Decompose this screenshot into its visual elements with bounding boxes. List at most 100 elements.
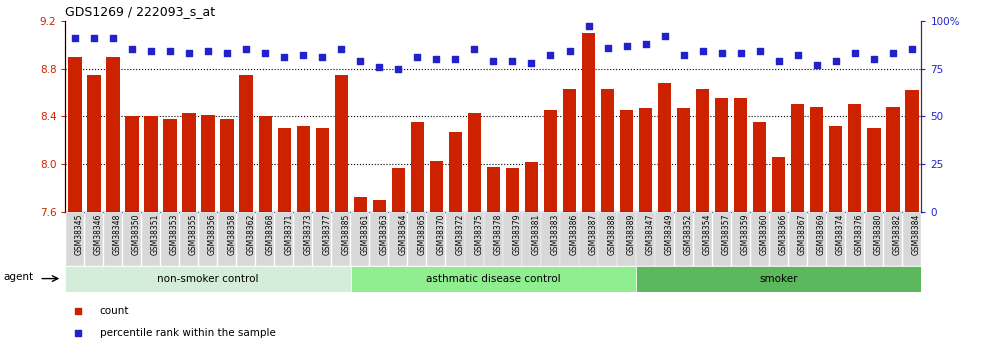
FancyBboxPatch shape — [504, 212, 522, 266]
FancyBboxPatch shape — [256, 212, 274, 266]
Point — [866, 56, 882, 62]
Point — [428, 56, 444, 62]
Point — [904, 47, 920, 52]
Text: GSM38361: GSM38361 — [361, 214, 370, 255]
Point — [352, 58, 369, 64]
Bar — [886, 107, 899, 212]
FancyBboxPatch shape — [675, 212, 693, 266]
Point — [695, 49, 711, 54]
Point — [505, 58, 521, 64]
FancyBboxPatch shape — [161, 212, 179, 266]
Bar — [696, 89, 709, 212]
Text: GSM38352: GSM38352 — [684, 214, 693, 255]
Point — [314, 54, 330, 60]
Point — [409, 54, 425, 60]
Point — [770, 58, 786, 64]
Bar — [772, 157, 785, 212]
FancyBboxPatch shape — [636, 212, 655, 266]
Point — [200, 49, 217, 54]
FancyBboxPatch shape — [332, 212, 350, 266]
Bar — [278, 128, 291, 212]
Bar — [638, 108, 653, 212]
Text: GDS1269 / 222093_s_at: GDS1269 / 222093_s_at — [65, 5, 215, 18]
Text: GSM38362: GSM38362 — [246, 214, 255, 255]
Bar — [829, 126, 843, 212]
FancyBboxPatch shape — [731, 212, 750, 266]
Point — [70, 309, 87, 314]
Point — [580, 24, 596, 29]
Text: GSM38346: GSM38346 — [94, 214, 103, 255]
Bar — [582, 33, 595, 212]
Text: GSM38367: GSM38367 — [798, 214, 807, 255]
Bar — [107, 57, 120, 212]
Point — [333, 47, 349, 52]
FancyBboxPatch shape — [694, 212, 712, 266]
Text: GSM38382: GSM38382 — [893, 214, 902, 255]
Point — [543, 52, 559, 58]
Bar — [449, 132, 462, 212]
Bar — [392, 168, 405, 212]
FancyBboxPatch shape — [750, 212, 769, 266]
Text: GSM38385: GSM38385 — [341, 214, 350, 255]
FancyBboxPatch shape — [617, 212, 635, 266]
Text: GSM38365: GSM38365 — [417, 214, 426, 255]
Bar — [201, 115, 214, 212]
Text: GSM38364: GSM38364 — [399, 214, 407, 255]
Point — [466, 47, 482, 52]
Text: GSM38373: GSM38373 — [303, 214, 312, 255]
FancyBboxPatch shape — [827, 212, 845, 266]
Text: GSM38353: GSM38353 — [170, 214, 179, 255]
FancyBboxPatch shape — [65, 212, 85, 266]
FancyBboxPatch shape — [199, 212, 218, 266]
Text: GSM38378: GSM38378 — [493, 214, 502, 255]
Point — [828, 58, 844, 64]
Text: GSM38368: GSM38368 — [265, 214, 274, 255]
Bar — [867, 128, 880, 212]
Text: GSM38359: GSM38359 — [741, 214, 749, 255]
FancyBboxPatch shape — [350, 266, 636, 292]
FancyBboxPatch shape — [598, 212, 616, 266]
FancyBboxPatch shape — [542, 212, 560, 266]
Point — [676, 52, 692, 58]
Bar — [792, 105, 805, 212]
Text: smoker: smoker — [759, 274, 798, 284]
Bar — [811, 107, 824, 212]
Bar — [68, 57, 82, 212]
Point — [751, 49, 767, 54]
Point — [562, 49, 578, 54]
FancyBboxPatch shape — [884, 212, 902, 266]
Point — [66, 35, 83, 41]
Point — [391, 66, 407, 71]
Point — [714, 50, 730, 56]
Text: GSM38347: GSM38347 — [645, 214, 655, 255]
Point — [238, 47, 254, 52]
FancyBboxPatch shape — [560, 212, 579, 266]
FancyBboxPatch shape — [85, 212, 103, 266]
FancyBboxPatch shape — [713, 212, 731, 266]
Text: GSM38375: GSM38375 — [474, 214, 483, 255]
FancyBboxPatch shape — [865, 212, 883, 266]
FancyBboxPatch shape — [275, 212, 293, 266]
Bar — [677, 108, 691, 212]
Text: GSM38348: GSM38348 — [113, 214, 122, 255]
Point — [809, 62, 825, 68]
Bar — [905, 90, 918, 212]
Bar — [506, 168, 520, 212]
FancyBboxPatch shape — [446, 212, 464, 266]
Point — [733, 50, 749, 56]
Text: GSM38377: GSM38377 — [322, 214, 331, 255]
Point — [181, 50, 197, 56]
Point — [485, 58, 501, 64]
FancyBboxPatch shape — [65, 266, 350, 292]
Bar — [240, 75, 253, 212]
FancyBboxPatch shape — [808, 212, 826, 266]
Bar — [163, 119, 177, 212]
FancyBboxPatch shape — [846, 212, 864, 266]
FancyBboxPatch shape — [579, 212, 598, 266]
Text: GSM38376: GSM38376 — [855, 214, 864, 255]
Bar — [221, 119, 234, 212]
FancyBboxPatch shape — [123, 212, 141, 266]
FancyBboxPatch shape — [636, 266, 921, 292]
FancyBboxPatch shape — [294, 212, 312, 266]
Bar — [525, 162, 538, 212]
